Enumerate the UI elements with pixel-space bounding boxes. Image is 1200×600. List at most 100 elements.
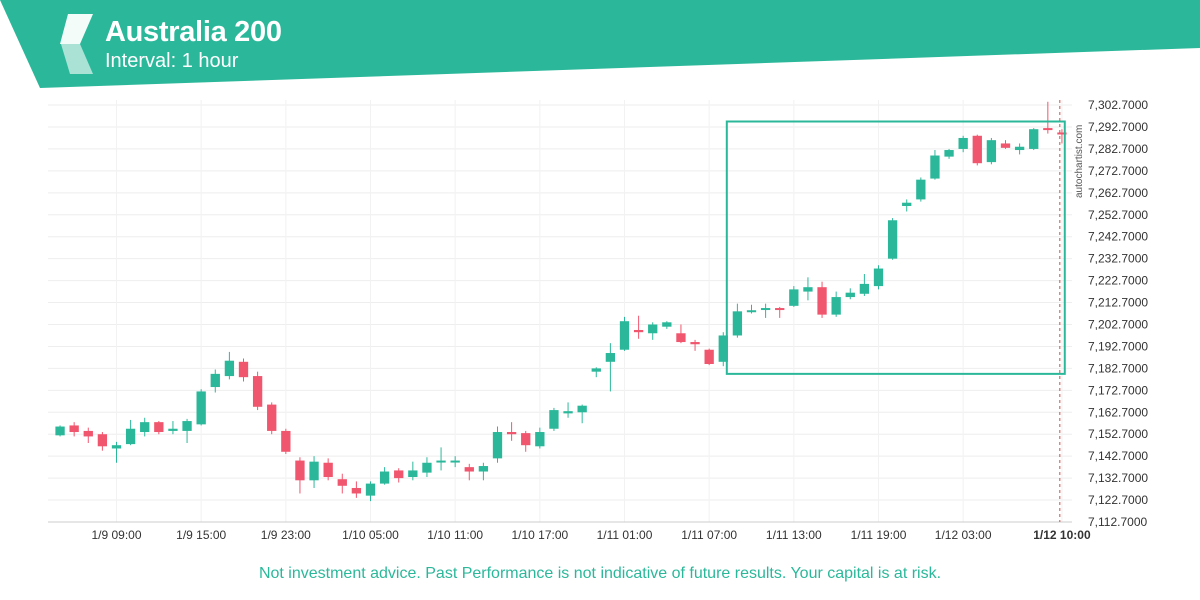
candle-body <box>1000 143 1011 148</box>
candle-body <box>887 220 898 259</box>
candle-body <box>196 391 206 425</box>
candle <box>902 199 912 212</box>
candle <box>422 457 432 478</box>
candle-body <box>718 335 728 362</box>
candle <box>55 425 65 437</box>
candles-layer <box>55 101 1067 502</box>
candle <box>676 324 686 344</box>
candle-body <box>154 422 164 433</box>
candle <box>337 473 347 494</box>
y-tick-label: 7,212.7000 <box>1088 296 1148 310</box>
x-axis: 1/9 09:00 1/9 15:00 1/9 23:00 1/10 05:00 1/1… <box>91 528 1090 542</box>
y-tick-label: 7,112.7000 <box>1088 515 1147 529</box>
x-tick-label: 1/9 09:00 <box>91 528 141 542</box>
x-tick-label: 1/12 03:00 <box>935 528 992 542</box>
candle <box>760 303 771 318</box>
candle-body <box>394 470 404 479</box>
candle-body <box>436 460 446 463</box>
candle-body <box>775 308 785 311</box>
candle-body <box>662 322 672 327</box>
candle <box>295 457 305 494</box>
candle <box>521 430 531 452</box>
candle-body <box>817 287 827 315</box>
candle-body <box>1014 146 1025 151</box>
candle-body <box>224 360 235 377</box>
candle-body <box>648 324 658 334</box>
candle <box>662 321 672 329</box>
candle-body <box>535 432 545 447</box>
candle-body <box>930 155 940 179</box>
y-tick-label: 7,282.7000 <box>1088 142 1148 156</box>
candle <box>394 468 404 483</box>
candle <box>930 150 940 180</box>
candle-body <box>323 462 333 478</box>
pattern-box <box>725 120 1066 375</box>
candle <box>168 421 178 435</box>
candle-body <box>577 405 587 413</box>
overlay-layer <box>725 100 1066 522</box>
candle-body <box>267 404 277 431</box>
candle-body <box>789 289 799 306</box>
candle-body <box>210 373 220 388</box>
candle <box>746 304 757 314</box>
candle <box>252 371 263 411</box>
candle-body <box>605 353 616 362</box>
candle <box>309 456 319 488</box>
candle <box>1014 143 1025 155</box>
y-tick-label: 7,172.7000 <box>1088 383 1148 397</box>
candle <box>464 463 474 481</box>
candle-body <box>690 342 700 345</box>
candle <box>563 402 573 418</box>
candle <box>958 135 968 153</box>
candle <box>140 417 150 437</box>
candle <box>605 343 616 392</box>
candle <box>944 148 954 159</box>
chart-grid <box>48 100 1072 522</box>
candle <box>1029 128 1039 151</box>
candle <box>154 421 164 435</box>
candle <box>535 427 545 449</box>
candle <box>859 274 870 296</box>
y-tick-label: 7,182.7000 <box>1088 361 1148 375</box>
price-chart: 7,302.7000 7,292.7000 7,282.7000 7,272.7000… <box>48 98 1148 542</box>
y-tick-label: 7,202.7000 <box>1088 317 1148 331</box>
candle <box>492 426 503 463</box>
candle-body <box>1057 132 1067 135</box>
candle <box>182 418 192 443</box>
candle-body <box>1043 128 1053 131</box>
candle <box>224 351 235 380</box>
candle <box>408 461 418 481</box>
candle-body <box>803 287 813 292</box>
y-tick-label: 7,242.7000 <box>1088 230 1148 244</box>
candle <box>351 481 362 498</box>
candle-body <box>140 422 150 433</box>
candle-body <box>944 150 954 157</box>
y-axis: 7,302.7000 7,292.7000 7,282.7000 7,272.7000… <box>1088 98 1148 529</box>
candle-body <box>379 471 390 484</box>
candle-body <box>309 461 319 481</box>
chart-title: Australia 200 <box>105 16 282 48</box>
candle <box>633 315 644 339</box>
x-tick-label: 1/11 19:00 <box>851 528 907 542</box>
candle-body <box>859 283 870 294</box>
candle <box>873 265 884 290</box>
x-tick-label: 1/10 11:00 <box>427 528 483 542</box>
x-tick-label: 1/11 07:00 <box>681 528 737 542</box>
candle <box>125 419 136 446</box>
candle-body <box>69 425 79 433</box>
candle <box>577 404 587 424</box>
candle-body <box>83 430 93 437</box>
candle <box>506 422 517 441</box>
candle-body <box>295 460 305 481</box>
x-tick-label: 1/12 10:00 <box>1033 528 1091 542</box>
candle-body <box>563 411 573 414</box>
x-tick-label: 1/11 13:00 <box>766 528 822 542</box>
x-tick-label: 1/9 23:00 <box>261 528 311 542</box>
y-tick-label: 7,192.7000 <box>1088 339 1148 353</box>
candle-body <box>281 430 291 452</box>
candle <box>478 462 489 481</box>
candle <box>1057 129 1067 144</box>
candle <box>281 428 291 454</box>
y-tick-label: 7,222.7000 <box>1088 274 1148 288</box>
candle <box>549 407 559 431</box>
